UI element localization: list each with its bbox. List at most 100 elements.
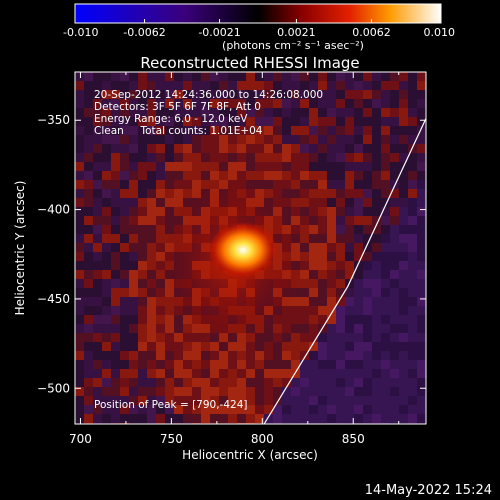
heatmap-cell xyxy=(309,297,318,306)
heatmap-cell xyxy=(336,108,345,117)
heatmap-cell xyxy=(120,171,129,180)
heatmap-cell xyxy=(399,126,408,135)
heatmap-cell xyxy=(291,126,300,135)
heatmap-cell xyxy=(408,180,417,189)
heatmap-cell xyxy=(354,270,363,279)
heatmap-cell xyxy=(345,324,354,333)
heatmap-cell xyxy=(273,162,282,171)
heatmap-cell xyxy=(228,153,237,162)
heatmap-cell xyxy=(111,270,120,279)
heatmap-cell xyxy=(354,198,363,207)
heatmap-cell xyxy=(75,360,84,369)
heatmap-cell xyxy=(327,126,336,135)
heatmap-cell xyxy=(345,180,354,189)
heatmap-cell xyxy=(390,306,399,315)
heatmap-cell xyxy=(75,414,84,423)
heatmap-cell xyxy=(219,342,228,351)
heatmap-cell xyxy=(129,261,138,270)
heatmap-cell xyxy=(264,162,273,171)
heatmap-cell xyxy=(390,414,399,423)
heatmap-cell xyxy=(129,135,138,144)
heatmap-cell xyxy=(363,351,372,360)
heatmap-cell xyxy=(291,378,300,387)
heatmap-cell xyxy=(291,198,300,207)
heatmap-cell xyxy=(363,207,372,216)
heatmap-cell xyxy=(147,405,156,414)
heatmap-cell xyxy=(246,153,255,162)
heatmap-cell xyxy=(120,297,129,306)
heatmap-cell xyxy=(264,144,273,153)
heatmap-cell xyxy=(327,297,336,306)
heatmap-cell xyxy=(291,405,300,414)
heatmap-cell xyxy=(156,108,165,117)
heatmap-cell xyxy=(390,342,399,351)
heatmap-cell xyxy=(291,297,300,306)
heatmap-cell xyxy=(138,72,147,81)
heatmap-cell xyxy=(372,342,381,351)
heatmap-cell xyxy=(381,414,390,423)
heatmap-cell xyxy=(93,198,102,207)
heatmap-cell xyxy=(390,90,399,99)
heatmap-cell xyxy=(372,315,381,324)
heatmap-cell xyxy=(147,117,156,126)
heatmap-cell xyxy=(399,270,408,279)
heatmap-cell xyxy=(417,387,426,396)
heatmap-cell xyxy=(102,198,111,207)
heatmap-cell xyxy=(228,126,237,135)
heatmap-cell xyxy=(138,198,147,207)
heatmap-cell xyxy=(363,189,372,198)
heatmap-cell xyxy=(336,171,345,180)
heatmap-cell xyxy=(84,117,93,126)
heatmap-cell xyxy=(318,117,327,126)
heatmap-cell xyxy=(408,171,417,180)
heatmap-cell xyxy=(210,342,219,351)
heatmap-cell xyxy=(138,135,147,144)
heatmap-cell xyxy=(84,243,93,252)
heatmap-cell xyxy=(264,99,273,108)
heatmap-cell xyxy=(363,360,372,369)
heatmap-cell xyxy=(354,216,363,225)
heatmap-cell xyxy=(228,72,237,81)
heatmap-cell xyxy=(282,162,291,171)
heatmap-cell xyxy=(372,81,381,90)
heatmap-cell xyxy=(120,243,129,252)
heatmap-cell xyxy=(84,414,93,423)
heatmap-cell xyxy=(291,360,300,369)
heatmap-cell xyxy=(417,225,426,234)
heatmap-cell xyxy=(318,279,327,288)
heatmap-cell xyxy=(255,351,264,360)
heatmap-cell xyxy=(174,189,183,198)
colorbar-tick-label: 0.0021 xyxy=(277,26,316,39)
annotation-energy-range: Energy Range: 6.0 - 12.0 keV xyxy=(94,113,248,125)
heatmap-cell xyxy=(255,126,264,135)
heatmap-cell xyxy=(174,81,183,90)
heatmap-cell xyxy=(120,135,129,144)
heatmap-cell xyxy=(345,171,354,180)
heatmap-cell xyxy=(327,72,336,81)
heatmap-cell xyxy=(354,189,363,198)
heatmap-cell xyxy=(75,171,84,180)
heatmap-cell xyxy=(219,378,228,387)
heatmap-cell xyxy=(399,324,408,333)
heatmap-cell xyxy=(237,90,246,99)
heatmap-cell xyxy=(327,405,336,414)
heatmap-cell xyxy=(201,369,210,378)
heatmap-cell xyxy=(291,351,300,360)
heatmap-cell xyxy=(381,378,390,387)
heatmap-cell xyxy=(336,126,345,135)
heatmap-cell xyxy=(219,405,228,414)
heatmap-cell xyxy=(111,225,120,234)
heatmap-cell xyxy=(354,279,363,288)
heatmap-cell xyxy=(156,72,165,81)
heatmap-cell xyxy=(318,153,327,162)
heatmap-cell xyxy=(309,234,318,243)
heatmap-cell xyxy=(309,252,318,261)
heatmap-cell xyxy=(156,297,165,306)
heatmap-cell xyxy=(273,378,282,387)
heatmap-cell xyxy=(237,360,246,369)
heatmap-cell xyxy=(399,90,408,99)
heatmap-cell xyxy=(120,270,129,279)
heatmap-cell xyxy=(381,324,390,333)
heatmap-cell xyxy=(336,90,345,99)
heatmap-cell xyxy=(237,117,246,126)
